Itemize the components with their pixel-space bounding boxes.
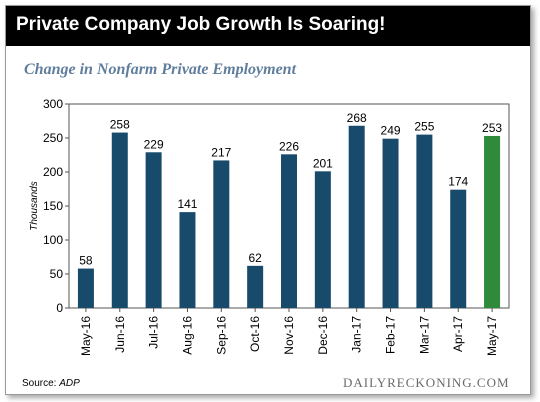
bar	[77, 268, 94, 308]
x-tick-label: Sep-16	[214, 316, 228, 355]
bar	[111, 132, 128, 308]
data-label: 229	[144, 137, 164, 151]
bar	[450, 189, 467, 308]
x-tick-label: Oct-16	[248, 316, 262, 352]
chart-card: Private Company Job Growth Is Soaring! C…	[5, 5, 531, 395]
y-axis-label: Thousands	[29, 181, 40, 230]
bar	[247, 265, 264, 308]
source-label: Source:	[22, 378, 60, 389]
bar	[145, 152, 162, 308]
y-tick-label: 0	[56, 301, 63, 315]
x-tick-label: May-16	[79, 316, 93, 356]
bar	[416, 134, 433, 308]
x-tick-label: Aug-16	[180, 316, 194, 355]
bar-chart: 0 50 100 150 200 250 300 Thousands 58 May-16 258 Ju…	[29, 97, 510, 356]
x-tick-label: May-17	[485, 316, 499, 356]
data-label: 141	[177, 197, 197, 211]
source-value: ADP	[59, 378, 80, 389]
y-tick-label: 250	[43, 131, 63, 145]
data-label: 217	[211, 145, 231, 159]
x-tick-label: Nov-16	[282, 316, 296, 355]
x-tick-label: Jan-17	[350, 316, 364, 353]
data-label: 62	[248, 251, 262, 265]
data-label: 201	[313, 156, 333, 170]
y-tick-label: 200	[43, 165, 63, 179]
page-title: Private Company Job Growth Is Soaring!	[16, 14, 386, 35]
x-tick-label: Dec-16	[316, 316, 330, 355]
data-label: 249	[381, 124, 401, 138]
x-tick-label: Jun-16	[113, 316, 127, 353]
y-tick-label: 100	[43, 233, 63, 247]
data-label: 174	[448, 175, 468, 189]
bar	[484, 135, 501, 308]
bar	[281, 154, 297, 308]
data-label: 268	[347, 111, 367, 125]
y-tick-label: 150	[43, 199, 63, 213]
brand-watermark: DAILYRECKONING.COM	[343, 375, 510, 390]
bar	[382, 138, 399, 308]
y-tick-label: 50	[50, 267, 64, 281]
data-label: 58	[79, 254, 93, 268]
data-label: 255	[414, 120, 434, 134]
data-label: 258	[110, 118, 130, 132]
bar	[314, 171, 331, 308]
title-bar: Private Company Job Growth Is Soaring!	[6, 6, 530, 46]
data-label: 226	[279, 139, 299, 153]
bar	[213, 160, 230, 308]
y-tick-label: 300	[43, 97, 63, 111]
bar	[179, 212, 196, 308]
x-tick-label: Mar-17	[417, 316, 431, 354]
source-note: Source: ADP	[22, 378, 80, 389]
bar	[348, 125, 365, 308]
x-tick-label: Apr-17	[451, 316, 465, 352]
chart-subtitle: Change in Nonfarm Private Employment	[24, 61, 297, 78]
data-label: 253	[482, 121, 502, 135]
x-tick-label: Jul-16	[147, 316, 161, 349]
x-tick-label: Feb-17	[384, 316, 398, 354]
